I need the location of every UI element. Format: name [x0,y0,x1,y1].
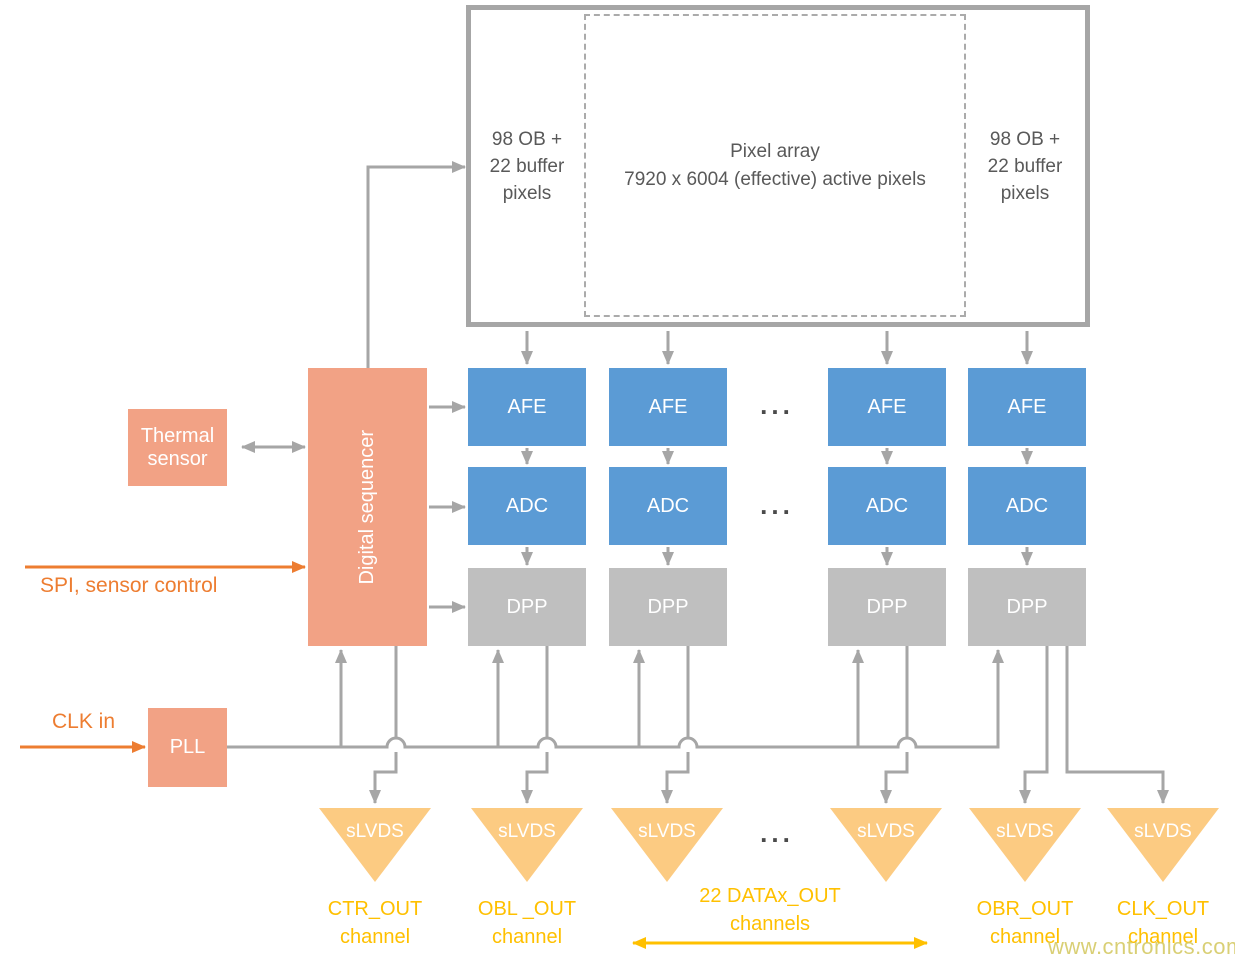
dpp-block-3: DPP [828,568,946,646]
clk-in-label: CLK in [52,710,116,733]
afe-block-2: AFE [609,368,727,446]
adc-block-2: ADC [609,467,727,545]
dpp-block-4: DPP [968,568,1086,646]
thermal-sensor-block: Thermal sensor [128,409,227,486]
pixel-array-title: Pixel array [730,140,820,162]
watermark: www.cntronics.com [1048,934,1235,959]
afe-block-1: AFE [468,368,586,446]
afe-block-4: AFE [968,368,1086,446]
pixel-array-resolution: 7920 x 6004 (effective) active pixels [624,168,926,190]
digital-sequencer-label: Digital sequencer [356,429,378,585]
ctr-out-channel-label: CTR_OUT channel [327,898,423,948]
pixel-array-box: 98 OB + 22 buffer pixels Pixel array 792… [466,5,1090,327]
obl-out-channel-label: OBL _OUT channel [477,898,577,948]
pixel-array-dashed-region: Pixel array 7920 x 6004 (effective) acti… [584,14,966,317]
adc-block-1: ADC [468,467,586,545]
adc-block-4: ADC [968,467,1086,545]
afe-block-3: AFE [828,368,946,446]
data-out-channels-label: 22 DATAx_OUT channels [699,885,841,935]
ob-buffer-left-label: 98 OB + 22 buffer pixels [489,128,565,204]
dpp-block-2: DPP [609,568,727,646]
gray-wires [227,161,1169,804]
orange-input-arrows [20,561,306,753]
ob-buffer-right-label: 98 OB + 22 buffer pixels [987,128,1063,204]
adc-block-3: ADC [828,467,946,545]
dpp-block-1: DPP [468,568,586,646]
digital-sequencer-block: Digital sequencer [308,368,427,646]
clk-out-channel-label: CLK_OUT channel [1116,898,1210,948]
adc-row-ellipsis: ... [760,490,794,520]
slvds-row-ellipsis: ... [760,818,794,848]
pll-block: PLL [148,708,227,787]
afe-row-ellipsis: ... [760,390,794,420]
spi-sensor-control-label: SPI, sensor control [40,574,218,597]
obr-out-channel-label: OBR_OUT channel [976,898,1074,948]
